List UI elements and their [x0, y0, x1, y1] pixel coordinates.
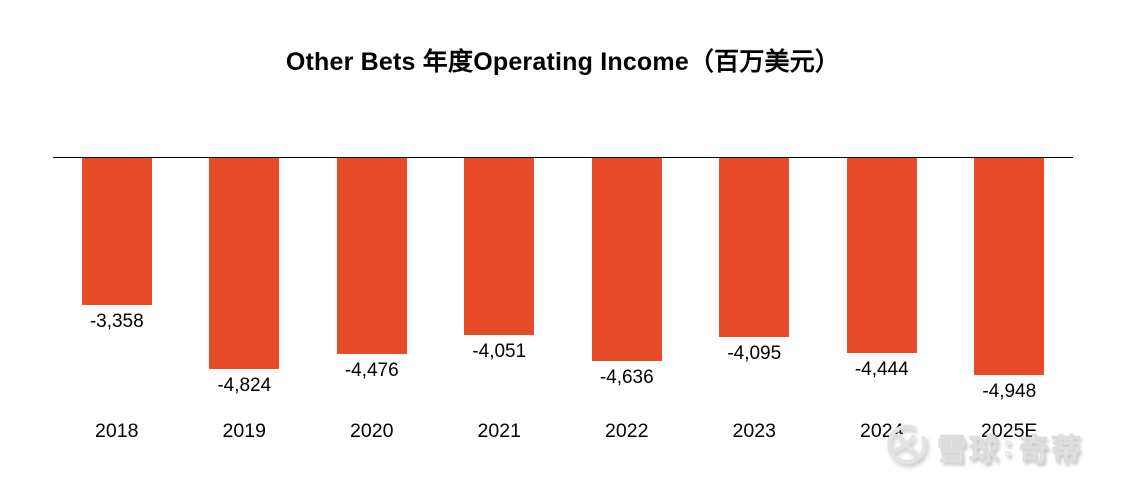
value-label: -4,948: [982, 381, 1037, 402]
value-label: -4,051: [472, 341, 527, 362]
bar-2022: [591, 158, 662, 361]
category-label: 2018: [95, 420, 139, 442]
value-label: -4,095: [727, 343, 782, 364]
bar-column: -4,948 2025E: [946, 158, 1074, 450]
chart-title: Other Bets 年度Operating Income（百万美元）: [285, 48, 841, 76]
bar-column: -4,476 2020: [308, 158, 436, 450]
value-label: -4,636: [599, 367, 654, 388]
value-label: -4,444: [854, 359, 909, 380]
category-label: 2021: [477, 420, 521, 442]
bar-2025E: [974, 158, 1045, 375]
category-label: 2022: [605, 420, 649, 442]
category-label: 2020: [350, 420, 394, 442]
bar-column: -4,444 2024: [818, 158, 946, 450]
bar-2024: [846, 158, 917, 353]
bar-column: -4,051 2021: [436, 158, 564, 450]
bar-2020: [336, 158, 407, 354]
plot-area: -3,358 2018 -4,824 2019 -4,476 2020 -4,051 2021…: [53, 157, 1073, 457]
category-label: 2024: [860, 420, 904, 442]
bar-columns: -3,358 2018 -4,824 2019 -4,476 2020 -4,051 2021…: [53, 158, 1073, 450]
bar-2021: [464, 158, 535, 335]
bar-2023: [719, 158, 790, 337]
value-label: -4,824: [217, 375, 272, 396]
bar-column: -3,358 2018: [53, 158, 181, 450]
bar-column: -4,636 2022: [563, 158, 691, 450]
category-label: 2019: [222, 420, 266, 442]
bar-column: -4,095 2023: [691, 158, 819, 450]
bar-column: -4,824 2019: [181, 158, 309, 450]
category-label: 2023: [732, 420, 776, 442]
category-label: 2025E: [981, 420, 1038, 442]
value-label: -3,358: [89, 311, 144, 332]
bar-2018: [81, 158, 152, 305]
value-label: -4,476: [344, 360, 399, 381]
bar-2019: [209, 158, 280, 369]
baseline-axis: [53, 157, 1073, 158]
